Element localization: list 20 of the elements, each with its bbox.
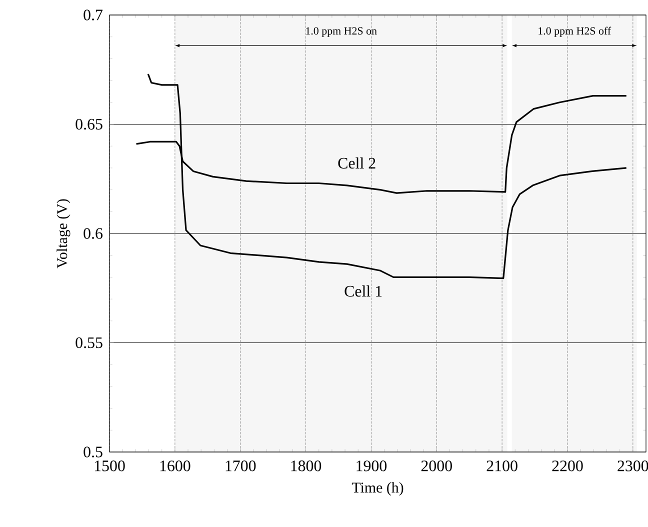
y-tick-label: 0.65: [76, 118, 102, 130]
x-tick-label: 2000: [421, 460, 452, 472]
x-axis-title: Time (h): [352, 482, 404, 496]
x-tick-label: 2200: [552, 460, 583, 472]
x-tick-label: 2100: [486, 460, 518, 472]
series-label: Cell 2: [338, 157, 376, 169]
x-tick-label: 1600: [160, 460, 190, 472]
x-tick-label: 1500: [94, 460, 125, 472]
band-label: 1.0 ppm H2S on: [306, 27, 377, 37]
x-tick-label: 1700: [226, 460, 256, 472]
y-tick-label: 0.55: [76, 337, 102, 348]
x-tick-label: 1900: [356, 460, 387, 472]
y-tick-label: 0.6: [84, 228, 103, 239]
series-label: Cell 1: [344, 285, 382, 297]
band-label: 1.0 ppm H2S off: [538, 26, 612, 37]
x-tick-label: 1800: [291, 460, 322, 472]
y-axis-title: Voltage (V): [56, 199, 70, 268]
y-tick-label: 0.5: [84, 446, 102, 458]
x-tick-label: 2300: [618, 460, 648, 472]
y-tick-label: 0.7: [84, 10, 103, 20]
